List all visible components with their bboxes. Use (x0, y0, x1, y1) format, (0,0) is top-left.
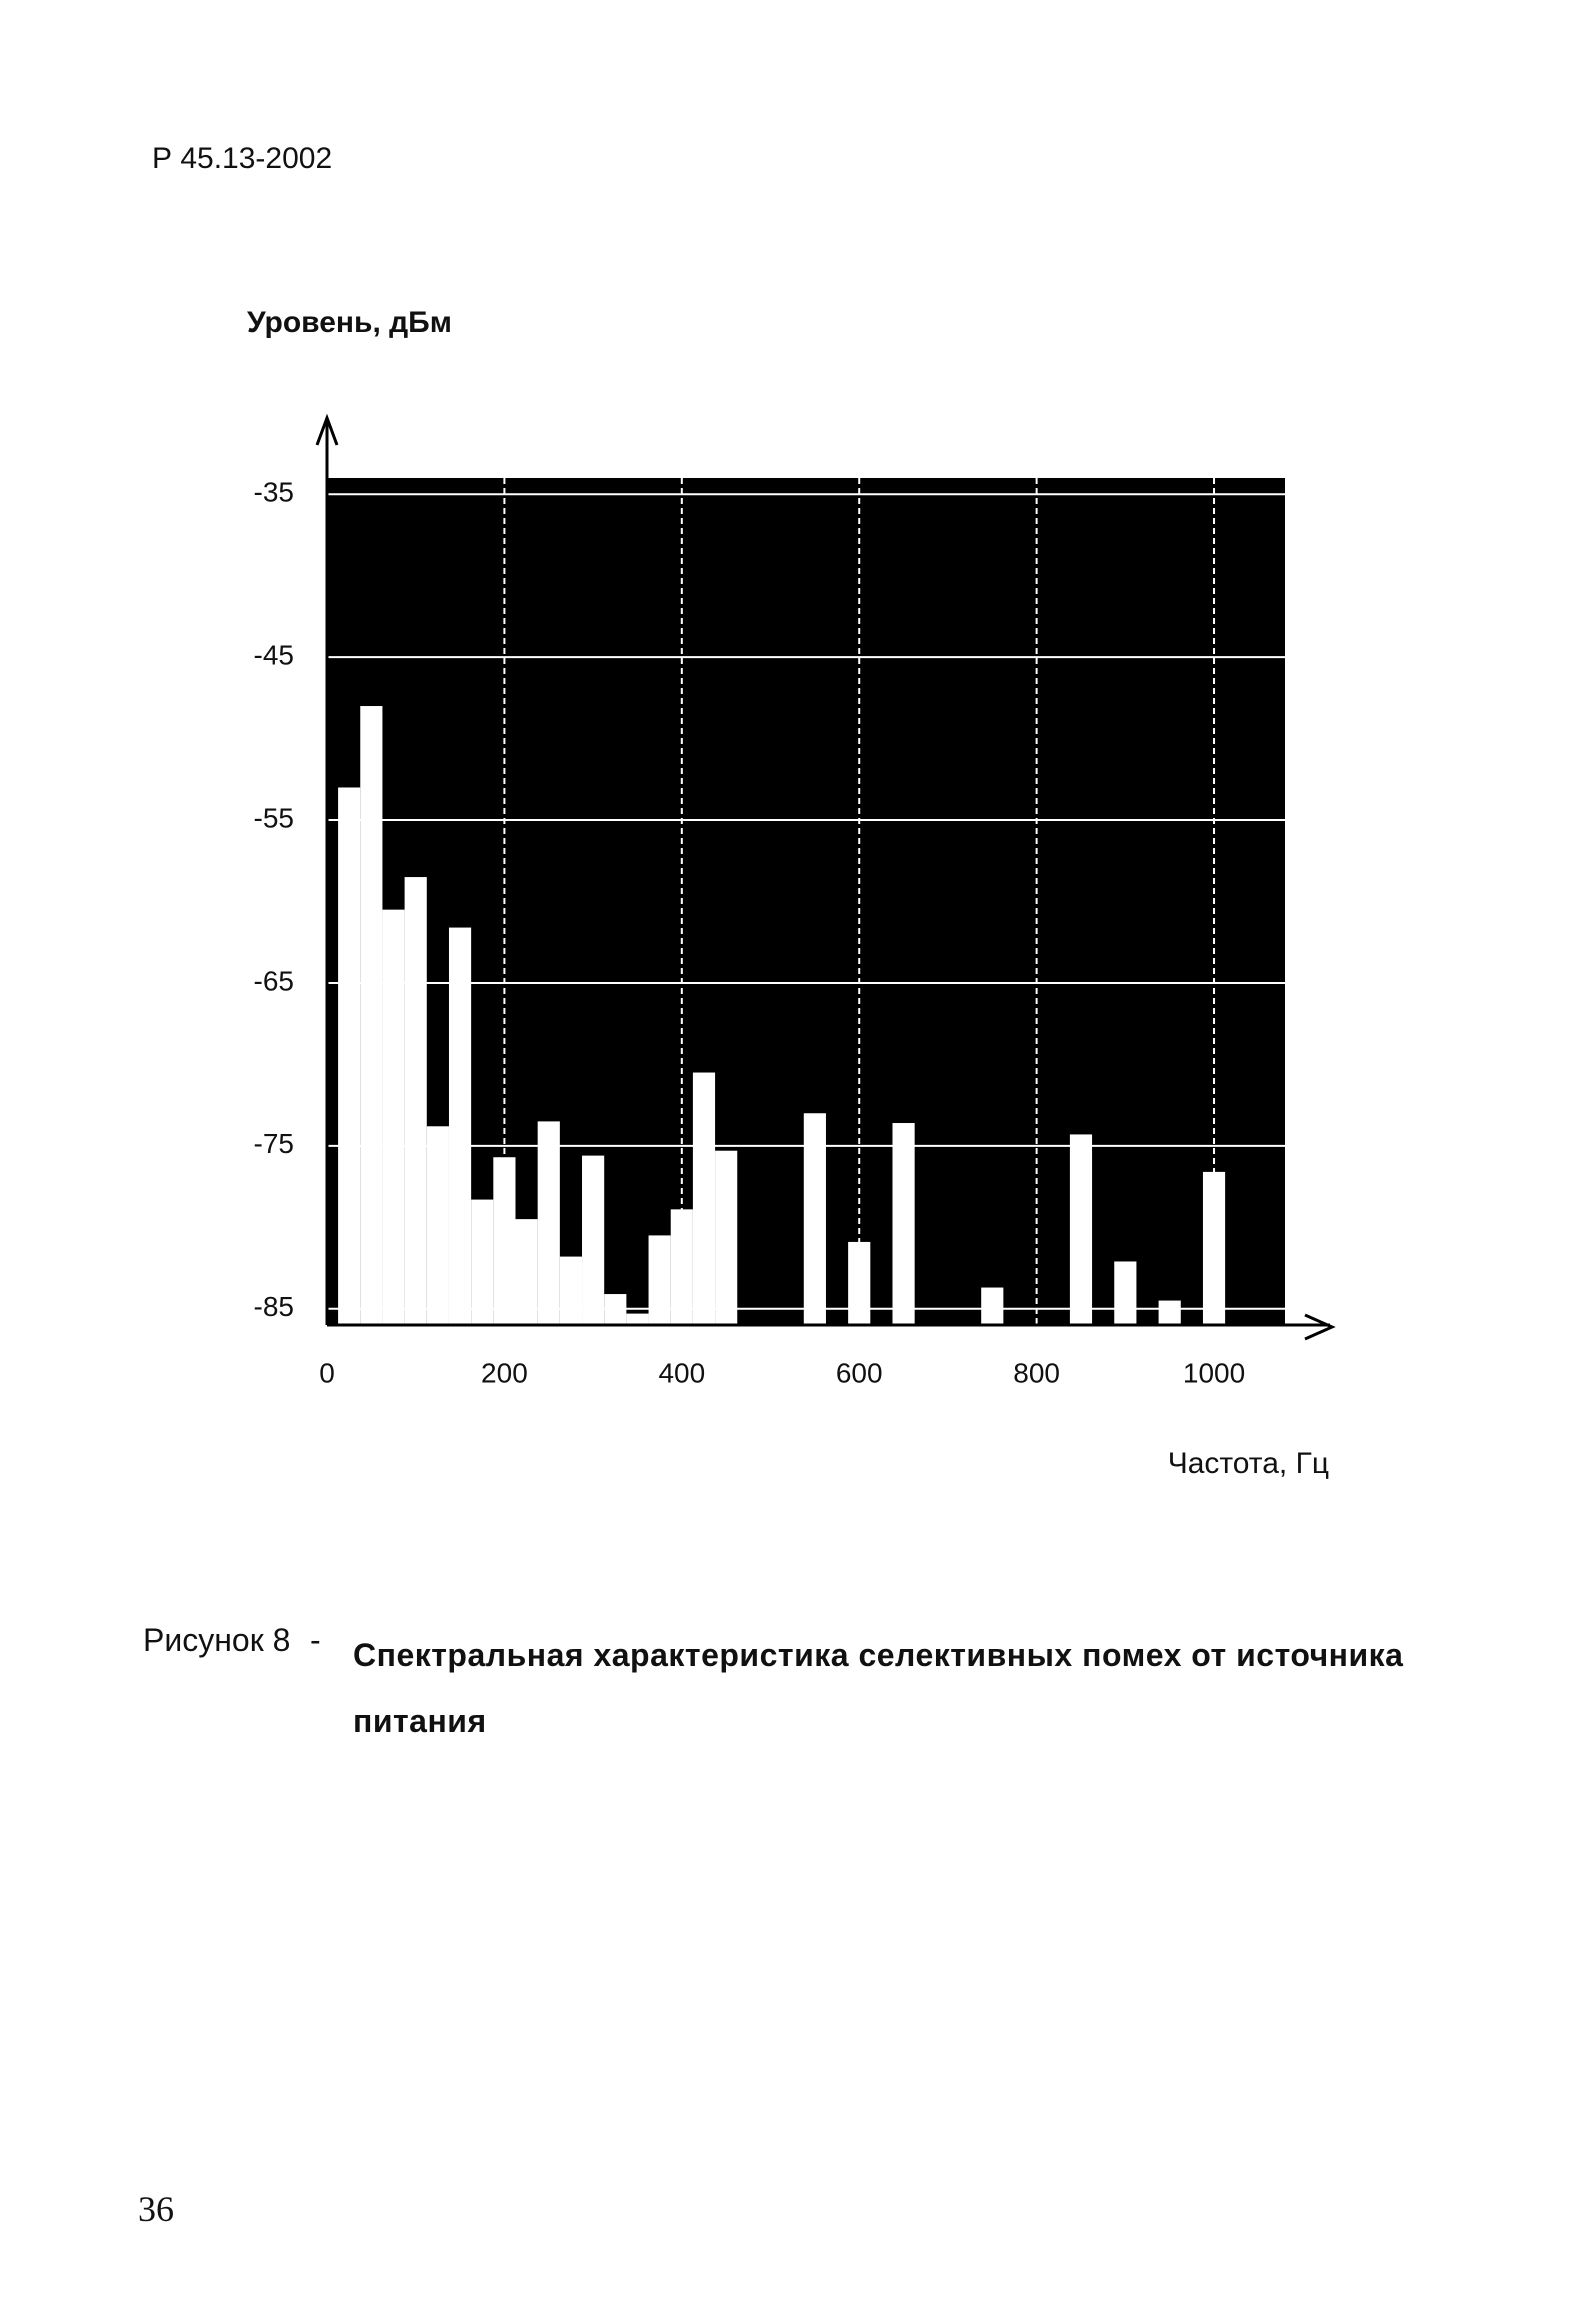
bar (360, 706, 383, 1325)
x-tick-label: 400 (658, 1357, 705, 1388)
x-tick-label: 1000 (1183, 1357, 1245, 1388)
y-tick-label: -45 (254, 640, 294, 671)
x-tick-label: 600 (836, 1357, 883, 1388)
bar (582, 1155, 605, 1325)
y-tick-label: -35 (254, 477, 294, 508)
y-axis-arrow (315, 413, 339, 446)
y-tick-label: -75 (254, 1128, 294, 1159)
bar (1202, 1171, 1226, 1325)
y-axis-label: Уровень, дБм (247, 306, 452, 339)
bar (1158, 1300, 1181, 1325)
x-axis-label: Частота, Гц (1168, 1447, 1329, 1480)
header-title: Р 45.13-2002 (152, 142, 333, 175)
bar (981, 1287, 1004, 1325)
bar (604, 1294, 627, 1325)
bar (803, 1113, 826, 1325)
bar (559, 1256, 583, 1325)
bar (537, 1121, 560, 1325)
y-tick-label: -55 (254, 802, 294, 833)
bar (692, 1072, 716, 1325)
bar (404, 877, 427, 1325)
bar (1114, 1261, 1137, 1325)
x-axis-arrow (1304, 1313, 1336, 1341)
caption-text: Спектральная характеристика селективных … (353, 1637, 1404, 1739)
x-tick-label: 0 (319, 1357, 335, 1388)
bar (471, 1199, 494, 1325)
x-tick-label: 200 (481, 1357, 528, 1388)
bar (493, 1157, 516, 1325)
chart: Уровень, дБм Частота, Гц -35 -45 -55 -65 -75… (247, 306, 1336, 1480)
bar (848, 1241, 871, 1325)
y-tick-label: -65 (254, 965, 294, 996)
bar (382, 909, 405, 1325)
caption-separator: - (310, 1622, 321, 1658)
bar (648, 1235, 671, 1325)
y-tick-label: -85 (254, 1291, 294, 1322)
bar (715, 1150, 738, 1325)
x-tick-label: 800 (1013, 1357, 1060, 1388)
bar (892, 1123, 915, 1325)
bar (626, 1313, 649, 1325)
bar (670, 1209, 693, 1325)
bar (426, 1126, 449, 1325)
bar (338, 787, 361, 1325)
caption-label: Рисунок 8 (143, 1622, 291, 1658)
bar (515, 1219, 538, 1325)
page-number: 36 (138, 2189, 174, 2229)
bar (1069, 1134, 1093, 1325)
bar (448, 927, 472, 1325)
